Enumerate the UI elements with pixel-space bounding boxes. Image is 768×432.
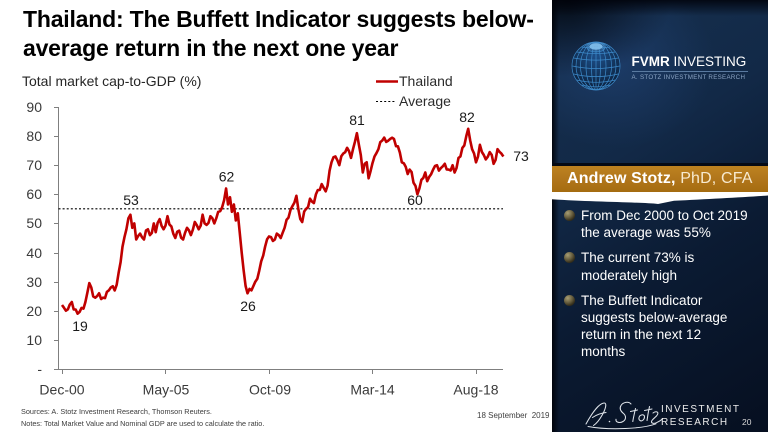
svg-text:62: 62 — [219, 169, 235, 185]
svg-text:30: 30 — [26, 274, 42, 290]
svg-text:90: 90 — [26, 99, 42, 115]
svg-text:26: 26 — [240, 298, 256, 314]
svg-text:53: 53 — [123, 192, 139, 208]
svg-text:60: 60 — [26, 186, 42, 202]
svg-text:Thailand: Thailand — [399, 73, 453, 89]
svg-text:80: 80 — [26, 128, 42, 144]
svg-text:40: 40 — [26, 245, 42, 261]
svg-text:Mar-14: Mar-14 — [350, 382, 395, 398]
svg-text:19: 19 — [72, 318, 88, 334]
svg-text:81: 81 — [349, 112, 365, 128]
svg-text:73: 73 — [513, 148, 529, 164]
svg-text:Average: Average — [399, 93, 451, 109]
svg-text:May-05: May-05 — [143, 382, 190, 398]
svg-text:Aug-18: Aug-18 — [453, 382, 498, 398]
svg-text:Oct-09: Oct-09 — [249, 382, 291, 398]
svg-text:70: 70 — [26, 157, 42, 173]
svg-text:20: 20 — [26, 303, 42, 319]
svg-text:50: 50 — [26, 215, 42, 231]
svg-text:-: - — [37, 361, 42, 377]
svg-text:Dec-00: Dec-00 — [39, 382, 84, 398]
svg-text:60: 60 — [407, 192, 423, 208]
svg-text:82: 82 — [459, 109, 475, 125]
svg-text:10: 10 — [26, 332, 42, 348]
